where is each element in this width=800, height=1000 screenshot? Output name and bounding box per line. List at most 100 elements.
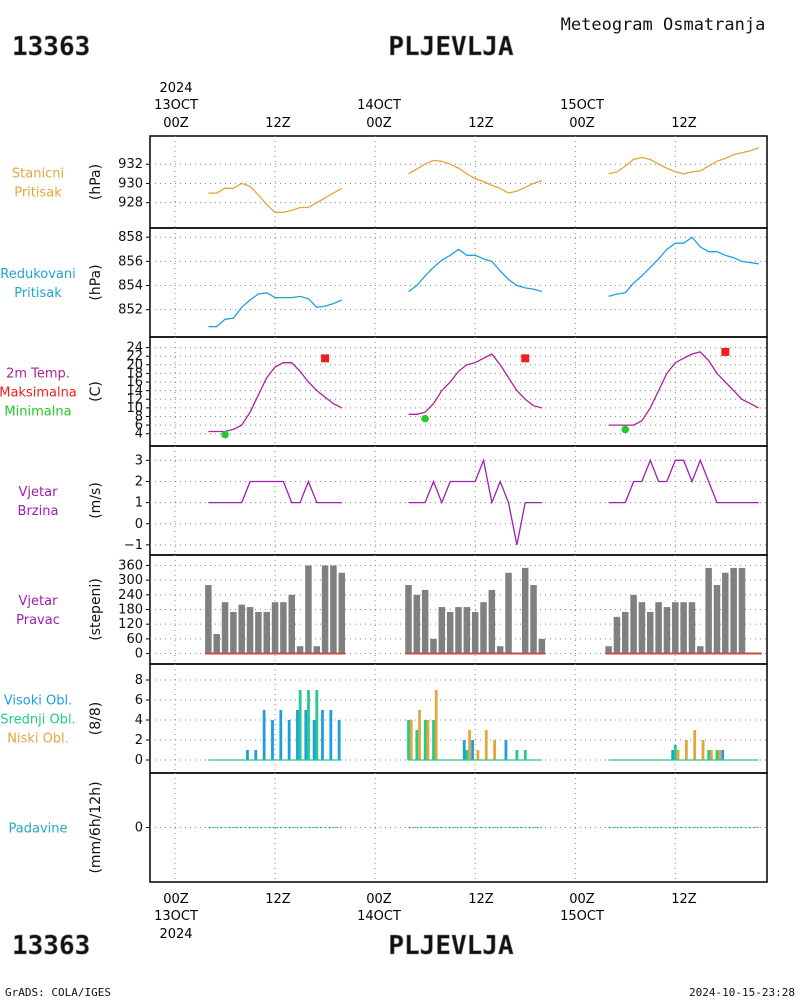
top-date-3: 15OCT	[560, 98, 604, 113]
y-axis-label: (C)	[88, 381, 104, 402]
y-tick-label: 2	[135, 733, 143, 748]
y-tick-label: 18	[126, 366, 143, 381]
cloud-bar	[709, 750, 713, 760]
cloud-bar	[304, 710, 308, 760]
y-tick-label: 12	[126, 392, 143, 407]
footer: 13363 PLJEVLJA GrADS: COLA/IGES 2024-10-…	[5, 931, 795, 999]
min-temp-marker	[621, 425, 630, 434]
max-temp-marker	[521, 354, 530, 363]
top-time-axis: 2024 13OCT 14OCT 15OCT 00Z 12Z 00Z 12Z 0…	[154, 81, 697, 131]
cloud-bar	[476, 750, 480, 760]
footer-station-name: PLJEVLJA	[388, 931, 514, 961]
panel-title-line: Pravac	[16, 613, 60, 628]
y-tick-label: 858	[118, 230, 143, 245]
wind-direction-bar	[271, 602, 279, 654]
panel-title-line: Pritisak	[14, 186, 62, 201]
cloud-bar	[523, 750, 527, 760]
wind-direction-bar	[221, 602, 229, 654]
cloud-bar	[426, 720, 430, 760]
cloud-bar	[493, 740, 496, 760]
bottom-hour-6: 12Z	[671, 892, 697, 907]
panels: 928930932(hPa)StanicniPritisak8528548568…	[0, 135, 768, 883]
footer-credit: GrADS: COLA/IGES	[5, 986, 111, 999]
footer-timestamp: 2024-10-15-23:28	[689, 986, 795, 999]
max-temp-marker	[321, 354, 330, 363]
wind-direction-bar	[246, 607, 254, 654]
wind-direction-bar	[463, 607, 471, 654]
wind-direction-bar	[622, 611, 629, 654]
y-tick-label: 8	[135, 409, 143, 424]
panel-title-line: Visoki Obl.	[4, 694, 72, 709]
max-temp-marker	[721, 347, 730, 356]
bottom-hour-4: 12Z	[468, 892, 494, 907]
cloud-bar	[484, 730, 488, 760]
wind-direction-bar	[680, 602, 687, 654]
top-hour-3: 00Z	[366, 116, 392, 131]
wind-direction-bar	[705, 567, 712, 654]
series-line	[208, 362, 343, 433]
panel-title-line: 2m Temp.	[6, 367, 70, 382]
panel-title-line: Padavine	[9, 822, 68, 837]
y-tick-label: 930	[118, 176, 143, 191]
panel-1: 928 930 932 (hPa) Stanicni Pritisak	[12, 135, 768, 229]
y-tick-label: 0	[135, 517, 143, 532]
y-tick-label: 20	[126, 358, 143, 373]
series-line	[408, 248, 543, 293]
bottom-date-1: 13OCT	[154, 909, 198, 924]
wind-direction-bar	[630, 594, 637, 654]
cloud-bar	[471, 740, 474, 760]
panel-2: 852 854 856 858 (hPa) Redukovani Pritisak	[0, 227, 768, 338]
y-axis-label: (8/8)	[88, 702, 104, 735]
y-axis-label: (stepeni)	[88, 578, 104, 641]
panel-frame	[149, 135, 768, 229]
cloud-bar	[465, 750, 469, 760]
series-line	[408, 457, 542, 546]
cloud-bar	[298, 690, 302, 760]
cloud-bar	[701, 740, 705, 760]
wind-direction-bar	[655, 602, 662, 654]
bottom-hour-5: 00Z	[569, 892, 595, 907]
panel-6: 0 2 4 6 8 (8/8) Visoki Obl. Srednji Obl. Niski O…	[0, 663, 768, 774]
y-tick-label: 240	[118, 588, 143, 603]
panel-title-line: Pritisak	[14, 286, 62, 301]
cloud-bar	[423, 720, 427, 760]
y-tick-label: 0	[135, 821, 143, 836]
series-line	[208, 479, 342, 504]
wind-direction-bar	[321, 565, 329, 654]
y-axis-label: (hPa)	[88, 164, 104, 200]
y-tick-label: 852	[118, 303, 143, 318]
y-tick-label: 6	[135, 693, 143, 708]
cloud-bar	[415, 730, 419, 760]
top-hour-1: 00Z	[163, 116, 189, 131]
y-tick-label: 3	[135, 453, 143, 468]
wind-direction-bar	[255, 611, 262, 654]
wind-direction-bar	[521, 567, 529, 654]
y-tick-label: 6	[135, 418, 143, 433]
wind-direction-bar	[605, 646, 612, 654]
series-line	[408, 353, 543, 415]
wind-direction-bar	[230, 611, 237, 654]
panel-title-line: Brzina	[18, 504, 59, 519]
y-tick-label: 4	[135, 713, 143, 728]
top-date-2: 14OCT	[357, 98, 401, 113]
bottom-hour-3: 00Z	[366, 892, 392, 907]
y-tick-label: 14	[126, 384, 143, 399]
top-hour-2: 12Z	[265, 116, 291, 131]
wind-direction-bar	[330, 565, 337, 654]
cloud-bar	[707, 750, 711, 760]
cloud-bar	[721, 750, 725, 760]
y-tick-label: 1	[135, 496, 143, 511]
cloud-bar	[315, 690, 319, 760]
panel-title-line: Vjetar	[19, 594, 59, 609]
cloud-bar	[432, 720, 435, 760]
y-axis-label: (m/s)	[88, 482, 104, 519]
cloud-bar	[434, 690, 438, 760]
y-tick-label: 360	[118, 558, 143, 573]
panel-4: −1 0 1 2 3 (m/s) Vjetar Brzina	[18, 445, 768, 556]
y-tick-label: −1	[124, 538, 143, 553]
cloud-bar	[676, 750, 680, 760]
bottom-year: 2024	[159, 927, 192, 942]
wind-direction-bar	[305, 565, 312, 654]
